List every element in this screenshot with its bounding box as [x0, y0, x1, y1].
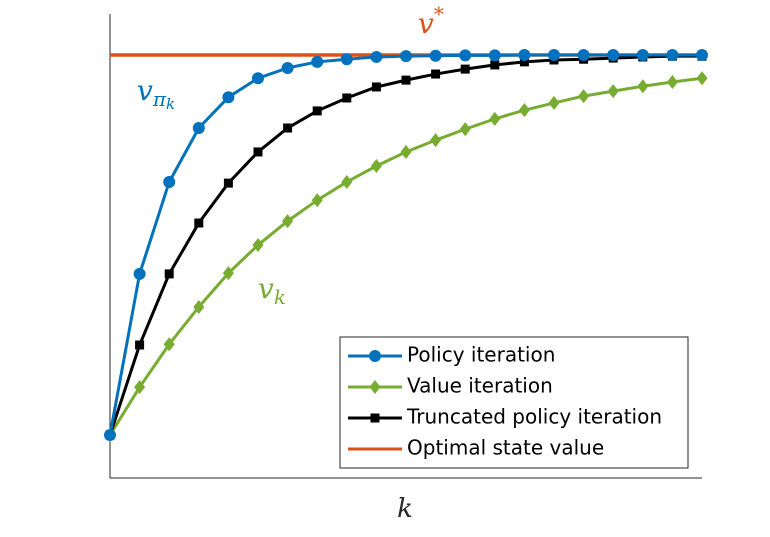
data-point [518, 103, 530, 118]
data-point [252, 72, 264, 85]
x-axis-label: k [397, 494, 413, 524]
data-point [489, 111, 501, 126]
data-point [222, 266, 234, 281]
data-point [548, 49, 560, 62]
data-point [370, 159, 382, 174]
annotation-subsub: k [166, 95, 175, 113]
annotation-sup: * [434, 2, 444, 26]
annotation-base: v [137, 74, 153, 107]
data-point [607, 84, 619, 99]
data-point [164, 269, 174, 279]
legend-label: Policy iteration [407, 343, 555, 367]
data-point [518, 49, 531, 62]
data-point [342, 93, 352, 103]
series [104, 49, 708, 442]
data-point [696, 49, 708, 62]
data-point [578, 89, 590, 104]
data-point [430, 133, 442, 148]
data-point [163, 337, 175, 352]
legend-label: Value iteration [407, 374, 553, 398]
data-point [282, 214, 294, 229]
data-point [519, 57, 529, 67]
legend-label: Truncated policy iteration [406, 405, 662, 429]
legend-marker [369, 380, 381, 394]
legend-marker [370, 413, 380, 423]
data-point [370, 50, 383, 63]
annotation: v* [418, 2, 444, 40]
data-point [666, 49, 679, 62]
legend-box [339, 336, 689, 469]
data-point [666, 75, 678, 90]
data-point [371, 82, 381, 92]
data-point [252, 238, 264, 253]
annotation-sub: π [152, 87, 167, 111]
data-point [577, 49, 590, 62]
data-point [490, 60, 500, 70]
legend: Policy iteration Value iteration Truncated… [339, 336, 689, 469]
data-point [459, 122, 471, 137]
data-point [696, 71, 708, 86]
data-point [283, 123, 293, 133]
data-point [607, 49, 620, 62]
data-point [460, 64, 470, 74]
data-point [431, 69, 441, 79]
data-point [312, 106, 322, 116]
data-point [637, 79, 649, 94]
legend-label: Optimal state value [407, 436, 604, 460]
annotation: vk [258, 272, 286, 309]
data-point [222, 91, 235, 104]
data-point [193, 299, 205, 314]
data-point [281, 61, 294, 74]
annotation-base: v [258, 272, 274, 305]
data-point [223, 178, 233, 188]
data-point [135, 340, 145, 350]
data-point [133, 267, 146, 280]
data-point [192, 122, 205, 135]
annotation-base: v [418, 7, 434, 40]
data-point [311, 55, 324, 68]
data-point [163, 175, 176, 188]
data-point [488, 49, 501, 62]
annotation-sub: k [274, 285, 286, 309]
data-point [400, 144, 412, 159]
data-point [459, 49, 472, 62]
data-point [253, 147, 263, 157]
data-point [134, 380, 146, 395]
data-point [548, 95, 560, 110]
legend-marker [369, 350, 381, 362]
data-point [340, 53, 353, 66]
data-point [194, 218, 204, 228]
data-point [636, 49, 649, 62]
annotation: vπk [137, 74, 175, 114]
data-point [429, 49, 442, 62]
data-point [311, 193, 323, 208]
data-point [400, 50, 412, 63]
data-point [104, 429, 116, 442]
data-point [341, 174, 353, 189]
data-point [401, 75, 411, 85]
